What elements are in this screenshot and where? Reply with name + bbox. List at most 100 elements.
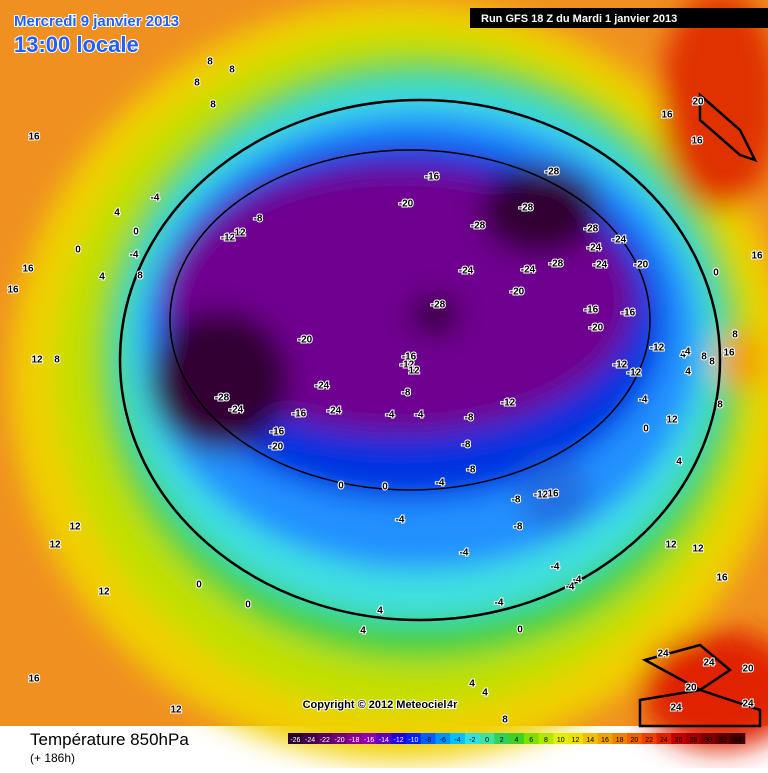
contour-label: 0 [133, 227, 139, 238]
contour-label: -8 [254, 214, 263, 225]
contour-label: 12 [665, 540, 677, 551]
contour-label: 0 [75, 245, 81, 256]
contour-label: -24 [612, 235, 627, 246]
contour-label: 4 [114, 208, 120, 219]
contour-label: -12 [221, 233, 236, 244]
colorbar-tick-label: -14 [379, 737, 389, 744]
colorbar-swatch [346, 733, 363, 744]
contour-label: -4 [573, 575, 582, 586]
contour-label: 0 [338, 481, 344, 492]
contour-label: 12 [98, 587, 110, 598]
colorbar-tick-label: 14 [586, 737, 594, 744]
copyright: Copyright © 2012 Meteociel.fr [303, 699, 459, 711]
colorbar-swatch [509, 733, 525, 744]
contour-label: -12 [501, 398, 516, 409]
contour-label: -4 [151, 193, 160, 204]
contour-label: 16 [661, 110, 673, 121]
colorbar-swatch [405, 733, 421, 744]
colorbar-swatch [568, 733, 584, 744]
contour-label: -4 [436, 478, 445, 489]
contour-label: 8 [732, 330, 738, 341]
colorbar-tick-label: -26 [290, 737, 300, 744]
contour-label: -12 [613, 360, 628, 371]
contour-label: 12 [408, 366, 420, 377]
colorbar-swatch [391, 733, 407, 744]
colorbar-swatch [538, 733, 554, 744]
colorbar-swatch [686, 733, 702, 744]
colorbar-tick-label: 26 [675, 737, 683, 744]
contour-label: 16 [723, 348, 735, 359]
contour-label: -24 [459, 266, 474, 277]
contour-label: -4 [566, 582, 575, 593]
contour-label: -28 [584, 224, 599, 235]
contour-label: 4 [469, 679, 475, 690]
contour-label: -4 [495, 598, 504, 609]
colorbar-tick-label: -16 [364, 737, 374, 744]
contour-label: 8 [709, 357, 715, 368]
colorbar-tick-label: -18 [349, 737, 359, 744]
contour-label: 4 [685, 367, 691, 378]
contour-label: -16 [270, 427, 285, 438]
colorbar-tick-label: 22 [645, 737, 653, 744]
colorbar-swatch [715, 733, 731, 744]
colorbar-tick-label: 4 [515, 737, 519, 744]
contour-label: -16 [584, 305, 599, 316]
contour-label: -8 [402, 388, 411, 399]
forecast-step: (+ 186h) [30, 751, 75, 765]
legend-title: Température 850hPa [30, 730, 189, 749]
colorbar-swatch [730, 733, 746, 744]
colorbar-tick-label: 20 [631, 737, 639, 744]
contour-label: 12 [69, 522, 81, 533]
colorbar-tick-label: 32 [719, 737, 727, 744]
colorbar-tick-label: 16 [601, 737, 609, 744]
contour-label: 4 [680, 350, 686, 361]
colorbar-swatch [700, 733, 716, 744]
contour-label: 0 [196, 580, 202, 591]
contour-label: 16 [547, 489, 559, 500]
colorbar-tick-label: 34 [734, 737, 742, 744]
contour-label: 0 [643, 424, 649, 435]
contour-label: 4 [377, 606, 383, 617]
run-info: Run GFS 18 Z du Mardi 1 janvier 2013 [481, 13, 677, 25]
contour-label: -8 [512, 495, 521, 506]
contour-label: 12 [170, 705, 182, 716]
time: 13:00 locale [14, 32, 139, 57]
contour-label: 16 [22, 264, 34, 275]
contour-label: 4 [482, 688, 488, 699]
contour-label: -16 [402, 352, 417, 363]
contour-label: -28 [431, 300, 446, 311]
colorbar-swatch [302, 733, 318, 744]
contour-label: 20 [685, 683, 697, 694]
contour-label: 20 [742, 664, 754, 675]
contour-label: 24 [742, 699, 754, 710]
colorbar-tick-label: -10 [408, 737, 418, 744]
contour-label: -12 [400, 360, 415, 371]
colorbar-swatch [641, 733, 657, 744]
contour-label: -20 [298, 335, 313, 346]
colorbar-swatch [479, 733, 495, 744]
colorbar-tick-label: -12 [394, 737, 404, 744]
colorbar-swatch [464, 733, 480, 744]
colorbar-tick-label: -6 [440, 737, 446, 744]
colorbar-swatch [656, 733, 672, 744]
contour-label: 16 [28, 132, 40, 143]
colorbar-swatch [523, 733, 539, 744]
contour-label: -28 [519, 203, 534, 214]
contour-label: -20 [510, 287, 525, 298]
contour-label: 12 [666, 415, 678, 426]
contour-label: 0 [713, 268, 719, 279]
colorbar-swatch [332, 733, 348, 744]
contour-label: 16 [691, 136, 703, 147]
colorbar-swatch [627, 733, 643, 744]
colorbar-tick-label: -24 [305, 737, 315, 744]
colorbar-tick-label: 30 [704, 737, 712, 744]
contour-label: -28 [215, 393, 230, 404]
colorbar-tick-label: 28 [690, 737, 698, 744]
contour-label: 16 [7, 285, 19, 296]
contour-label: -12 [627, 368, 642, 379]
contour-label: 12 [692, 544, 704, 555]
contour-label: 4 [99, 272, 105, 283]
contour-label: -12 [650, 343, 665, 354]
colorbar-swatch [376, 733, 392, 744]
contour-label: 4 [447, 700, 453, 711]
